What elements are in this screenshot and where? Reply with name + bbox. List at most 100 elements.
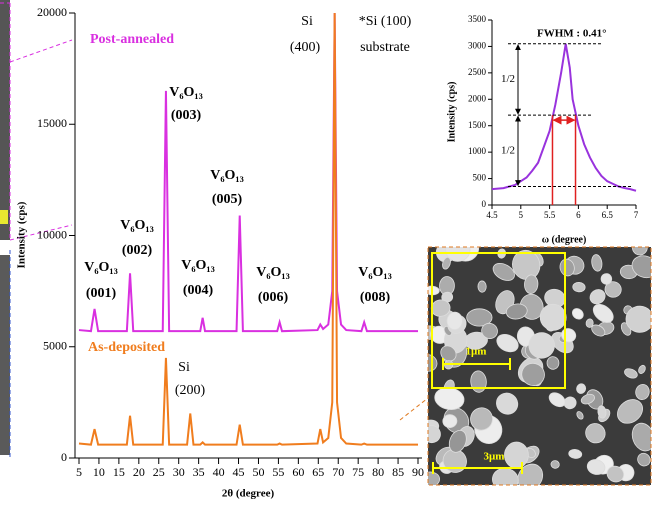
annotation: (200)	[175, 383, 206, 398]
grain	[585, 318, 594, 328]
grain	[637, 452, 651, 467]
series-label: As-deposited	[88, 340, 165, 355]
grain	[477, 280, 487, 293]
x-tick-label: 20	[133, 465, 145, 479]
y-tick-label: 2500	[468, 67, 487, 77]
series-label: Post-annealed	[90, 32, 174, 47]
grain	[470, 407, 493, 431]
grain	[524, 274, 539, 294]
sem-inset-frame	[431, 252, 566, 389]
chart-title: FWHM : 0.41°	[537, 28, 606, 40]
grain	[625, 305, 651, 333]
connector	[399, 397, 429, 421]
annotation: (008)	[360, 290, 391, 305]
grain	[617, 399, 643, 424]
annotation: V₆O₁₃	[256, 265, 290, 280]
scale-label: 3μm	[484, 451, 505, 463]
grain	[445, 247, 471, 262]
annotation: (006)	[258, 290, 289, 305]
sem-image	[428, 247, 651, 485]
annotation: (005)	[212, 192, 243, 207]
grain	[585, 423, 606, 444]
grain	[631, 255, 651, 279]
grain	[548, 392, 566, 408]
y-tick-label: 0	[61, 450, 67, 464]
x-tick-label: 85	[392, 465, 404, 479]
x-tick-label: 60	[292, 465, 304, 479]
grain	[631, 422, 651, 452]
grain	[604, 281, 622, 298]
annotation: (003)	[171, 108, 202, 123]
grain	[591, 324, 606, 337]
grain	[442, 414, 458, 428]
grain	[446, 311, 463, 331]
grain	[589, 289, 606, 305]
grain	[635, 383, 650, 401]
series-line	[492, 43, 637, 192]
grain	[576, 411, 584, 420]
cropped-image	[0, 255, 10, 455]
x-axis-title: ω (degree)	[542, 234, 587, 245]
x-tick-label: 6.5	[602, 210, 614, 220]
annotation: (004)	[183, 283, 214, 298]
annotation: 1/2	[501, 144, 515, 156]
x-tick-label: 80	[372, 465, 384, 479]
annotation: (002)	[122, 243, 153, 258]
grain	[572, 282, 586, 293]
x-tick-label: 6	[576, 210, 581, 220]
grain	[539, 303, 567, 331]
annotation: V₆O₁₃	[169, 85, 203, 100]
grain	[492, 263, 515, 281]
y-tick-label: 3000	[468, 40, 487, 50]
annotation: Si	[178, 360, 190, 375]
x-tick-label: 70	[332, 465, 344, 479]
grain	[496, 334, 519, 353]
grain	[624, 368, 638, 379]
grain	[528, 332, 555, 359]
grain	[428, 471, 441, 485]
x-tick-label: 5	[519, 210, 524, 220]
annotation: substrate	[360, 40, 410, 55]
annotation: V₆O₁₃	[210, 168, 244, 183]
grain	[638, 364, 646, 374]
y-tick-label: 1000	[468, 146, 487, 156]
x-tick-label: 5.5	[544, 210, 556, 220]
y-tick-label: 15000	[37, 116, 67, 130]
series-line	[78, 13, 419, 446]
grain	[504, 441, 529, 469]
scale-label: 1μm	[466, 346, 487, 358]
annotation: 1/2	[501, 73, 515, 85]
y-tick-label: 500	[473, 173, 487, 183]
grain	[592, 303, 614, 323]
x-tick-label: 75	[352, 465, 364, 479]
y-tick-label: 2000	[468, 93, 487, 103]
annotation: Si	[301, 14, 313, 29]
x-tick-label: 4.5	[486, 210, 498, 220]
x-tick-label: 15	[113, 465, 125, 479]
annotation: V₆O₁₃	[181, 258, 215, 273]
grain	[576, 383, 587, 394]
x-tick-label: 55	[272, 465, 284, 479]
cropped-highlight	[0, 210, 8, 224]
x-tick-label: 45	[233, 465, 245, 479]
x-axis-title: 2θ (degree)	[222, 488, 275, 500]
x-tick-label: 25	[153, 465, 165, 479]
y-axis-title: Intensity (cps)	[16, 201, 28, 268]
x-tick-label: 90	[412, 465, 424, 479]
grain	[600, 273, 613, 285]
grain	[580, 393, 595, 405]
scale-bar	[442, 358, 511, 370]
scale-bar	[432, 462, 523, 474]
x-tick-label: 5	[76, 465, 82, 479]
cropped-image	[0, 0, 10, 240]
grain	[568, 449, 583, 459]
grain	[606, 465, 625, 483]
annotation: V₆O₁₃	[84, 260, 118, 275]
y-tick-label: 1500	[468, 120, 487, 130]
x-tick-label: 40	[213, 465, 225, 479]
grain	[591, 254, 603, 272]
x-tick-label: 30	[173, 465, 185, 479]
grain	[521, 362, 545, 387]
x-tick-label: 65	[312, 465, 324, 479]
